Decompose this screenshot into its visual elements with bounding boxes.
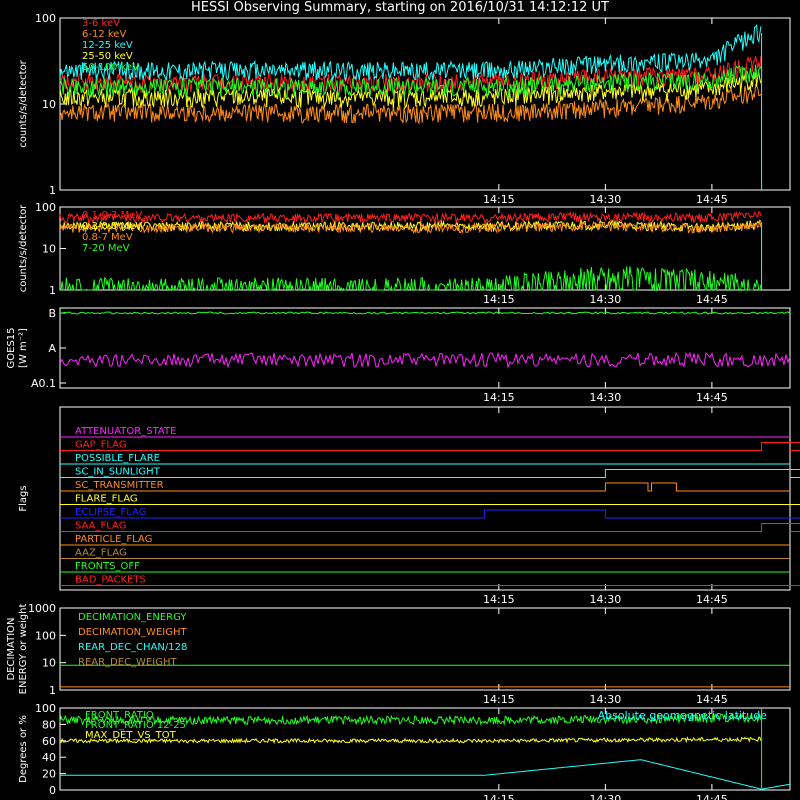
low_energy-legend-1: 6-12 keV (82, 29, 126, 40)
goes-xtick-label: 14:45 (696, 391, 728, 404)
ratios-ylabel: Degrees or % (18, 715, 29, 783)
low_energy-series-4 (59, 64, 762, 99)
flag-line-sc_transmitter (60, 482, 790, 492)
decimation-ytick-label: 100 (35, 629, 56, 642)
ratios-xtick-label: 14:45 (696, 793, 728, 800)
low_energy-ytick-label: 1 (49, 184, 56, 197)
high_energy-series-2 (59, 220, 762, 235)
high_energy-legend-2: 0.8-7 MeV (82, 232, 133, 243)
high_energy-xtick-label: 14:45 (696, 293, 728, 306)
flag-label-sc_transmitter: SC_TRANSMITTER (75, 480, 164, 491)
goes-frame (59, 307, 791, 389)
plot-title: HESSI Observing Summary, starting on 201… (191, 0, 609, 15)
decimation-xtick-label: 14:15 (483, 693, 515, 706)
high_energy-ytick-label: 1 (49, 284, 56, 297)
ratios-ytick-label: 20 (42, 768, 56, 781)
decimation-legend-1: DECIMATION_WEIGHT (78, 627, 187, 638)
ratios-series-0 (59, 712, 762, 726)
goes-series-0 (59, 311, 791, 315)
decimation-frame (59, 607, 791, 691)
flag-line-sc_in_sunlight (60, 469, 800, 478)
low_energy-series-2 (59, 23, 762, 82)
high_energy-legend-1: 0.3-0.8 MeV (82, 221, 142, 232)
flag-label-particle_flag: PARTICLE_FLAG (75, 534, 152, 545)
flag-label-attenuator_state: ATTENUATOR_STATE (75, 426, 176, 437)
flag-line-eclipse_flag (60, 509, 800, 519)
goes-xtick-label: 14:15 (483, 391, 515, 404)
ratios-ytick-label: 0 (49, 784, 56, 797)
goes-ytick-label: A0.1 (31, 377, 56, 390)
flags-xtick-label: 14:45 (696, 593, 728, 606)
flag-label-bad_packets: BAD_PACKETS (75, 575, 146, 586)
high_energy-legend-0: 0.1-0.3 MeV (82, 210, 142, 221)
decimation-ylabel2: ENERGY or weight (18, 604, 29, 695)
low_energy-xtick-label: 14:45 (696, 193, 728, 206)
high_energy-series-3 (59, 266, 762, 292)
goes-series-1 (59, 351, 791, 369)
flag-label-saa_flag: SAA_FLAG (75, 521, 126, 532)
high_energy-xtick-label: 14:30 (590, 293, 622, 306)
goes-xtick-label: 14:30 (590, 391, 622, 404)
high_energy-ylabel: counts/s/detector (18, 204, 29, 292)
high_energy-ytick-label: 10 (42, 243, 56, 256)
high_energy-legend-3: 7-20 MeV (82, 243, 130, 254)
low_energy-ylabel: counts/s/detector (18, 59, 29, 147)
high_energy-series-0 (59, 210, 762, 225)
ratios-legend-1: FRONT_RATIO 12-25 (85, 720, 186, 731)
ratios-ytick-label: 60 (42, 735, 56, 748)
decimation-ytick-label: 1 (49, 684, 56, 697)
decimation-legend-0: DECIMATION_ENERGY (78, 612, 187, 623)
flag-line-flare_flag (60, 504, 800, 505)
decimation-xtick-label: 14:45 (696, 693, 728, 706)
decimation-xtick-label: 14:30 (590, 693, 622, 706)
low_energy-ytick-label: 10 (42, 98, 56, 111)
flag-label-gap_flag: GAP_FLAG (75, 440, 127, 451)
flag-label-flare_flag: FLARE_FLAG (75, 494, 138, 505)
flags-ylabel: Flags (18, 485, 29, 511)
ratios-series-3 (60, 759, 790, 790)
goes-ytick-label: A (48, 342, 56, 355)
flag-line-bad_packets (60, 585, 800, 586)
ratios-legend-0: FRONT_RATIO (85, 710, 154, 721)
low_energy-frame (59, 17, 791, 191)
high_energy-xtick-label: 14:15 (483, 293, 515, 306)
flag-line-saa_flag (60, 523, 800, 532)
goes-ylabel: GOES15 (6, 327, 17, 368)
ratios-legend-2: MAX_DET_VS_TOT (85, 730, 177, 741)
low_energy-xtick-label: 14:30 (590, 193, 622, 206)
decimation-ytick-label: 1000 (28, 602, 56, 615)
low_energy-legend-0: 3-6 keV (82, 18, 120, 29)
low_energy-xtick-label: 14:15 (483, 193, 515, 206)
ratios-ytick-label: 40 (42, 751, 56, 764)
flag-label-aaz_flag: AAZ_FLAG (75, 548, 127, 559)
ratios-ytick-label: 80 (42, 718, 56, 731)
ratios-series-2 (60, 736, 762, 745)
ratios-frame (59, 707, 791, 791)
low_energy-series-1 (59, 83, 762, 125)
flag-line-gap_flag (60, 442, 800, 451)
flags-xtick-label: 14:30 (590, 593, 622, 606)
decimation-ytick-label: 10 (42, 657, 56, 670)
low_energy-legend-2: 12-25 keV (82, 40, 133, 51)
goes-ylabel2: [W m⁻²] (18, 328, 29, 368)
flag-label-possible_flare: POSSIBLE_FLARE (75, 453, 160, 464)
low_energy-legend-3: 25-50 keV (82, 51, 133, 62)
flags-frame (59, 406, 791, 591)
flag-label-eclipse_flag: ECLIPSE_FLAG (75, 507, 146, 518)
ratios-ytick-label: 100 (35, 702, 56, 715)
ratios-xtick-label: 14:15 (483, 793, 515, 800)
ratios-legend-3: Absolute geomagnetic latitude (598, 709, 768, 722)
decimation-legend-2: REAR_DEC_CHAN/128 (78, 642, 187, 653)
decimation-ylabel: DECIMATION (6, 617, 17, 680)
flag-label-sc_in_sunlight: SC_IN_SUNLIGHT (75, 467, 161, 478)
low_energy-ytick-label: 100 (35, 12, 56, 25)
flags-xtick-label: 14:15 (483, 593, 515, 606)
high_energy-ytick-label: 100 (35, 201, 56, 214)
decimation-legend-3: REAR_DEC_WEIGHT (78, 657, 177, 668)
ratios-xtick-label: 14:30 (590, 793, 622, 800)
flag-label-fronts_off: FRONTS_OFF (75, 561, 140, 572)
low_energy-legend-4: 50-100 keV (82, 62, 139, 73)
goes-ytick-label: B (48, 307, 56, 320)
